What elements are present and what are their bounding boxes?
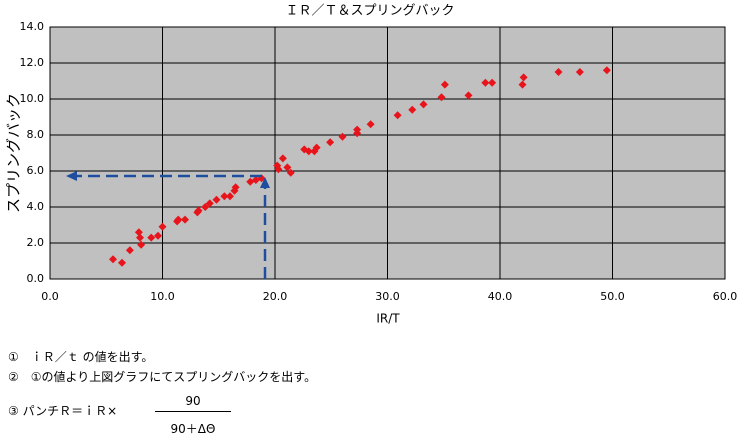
data-point: [326, 138, 335, 147]
data-point: [274, 165, 283, 174]
data-point: [283, 163, 292, 172]
data-point: [419, 100, 428, 109]
data-point: [286, 168, 295, 177]
x-tick-label: 50.0: [600, 290, 625, 303]
formula-prefix: ③ パンチＲ＝ｉＲ×: [8, 404, 118, 418]
data-point: [312, 143, 321, 152]
data-point: [147, 233, 156, 242]
data-point: [154, 231, 162, 240]
y-tick-label: 6.0: [27, 164, 45, 177]
data-point: [109, 255, 117, 264]
data-point: [194, 206, 203, 215]
data-point: [158, 222, 167, 231]
data-point: [518, 80, 527, 89]
data-point: [408, 105, 417, 114]
data-point: [519, 73, 528, 82]
note: ① ｉＲ／ｔ の値を出す。: [8, 350, 154, 364]
data-point: [136, 233, 144, 242]
data-point: [278, 154, 287, 163]
x-tick-label: 60.0: [713, 290, 738, 303]
x-tick-label: 30.0: [375, 290, 400, 303]
data-point: [366, 120, 375, 129]
data-point: [440, 80, 449, 89]
x-tick-label: 10.0: [150, 290, 175, 303]
data-point: [575, 68, 584, 76]
data-point: [201, 203, 210, 211]
data-point: [231, 183, 240, 192]
data-point: [134, 228, 143, 237]
data-point: [602, 66, 611, 75]
formula-denominator: 90＋ΔΘ: [170, 422, 216, 436]
data-point: [437, 93, 446, 102]
data-point: [212, 195, 221, 204]
y-axis-label: スプリングバック: [5, 93, 23, 213]
data-point: [393, 111, 402, 120]
y-tick-label: 10.0: [20, 92, 45, 105]
x-tick-label: 0.0: [41, 290, 59, 303]
data-point: [226, 192, 234, 201]
data-point: [353, 125, 362, 134]
data-point: [481, 78, 490, 87]
guide-arrows: [76, 174, 267, 279]
data-point: [554, 68, 563, 76]
x-tick-label: 40.0: [488, 290, 513, 303]
y-tick-label: 2.0: [27, 236, 45, 249]
chart: ＩＲ／Ｔ＆スプリングバック ⅠR/T スプリングバック 0.0 2.0 4.0 6.0…: [5, 4, 738, 326]
data-point: [118, 258, 126, 267]
chart-title: ＩＲ／Ｔ＆スプリングバック: [285, 4, 454, 19]
data-point: [125, 246, 134, 255]
x-axis-label: ⅠR/T: [376, 312, 400, 326]
formula-numerator: 90: [155, 394, 231, 412]
arrow-head: [260, 177, 270, 188]
data-point: [488, 78, 497, 87]
y-tick-label: 4.0: [27, 200, 45, 213]
data-point: [137, 240, 146, 249]
note: ② ①の値より上図グラフにてスプリングバックを出す。: [8, 370, 317, 384]
arrow-head: [66, 171, 77, 181]
y-tick-label: 14.0: [20, 20, 45, 33]
plot-border: [49, 26, 726, 280]
x-tick-label: 20.0: [263, 290, 288, 303]
data-point: [464, 91, 473, 100]
data-point: [181, 215, 189, 224]
y-tick-label: 0.0: [27, 272, 45, 285]
y-tick-label: 8.0: [27, 128, 45, 141]
data-point: [174, 215, 183, 224]
data-point: [338, 132, 347, 141]
y-tick-label: 12.0: [20, 56, 45, 69]
data-point: [304, 147, 313, 156]
data-point: [205, 199, 214, 208]
data-point: [220, 192, 229, 201]
